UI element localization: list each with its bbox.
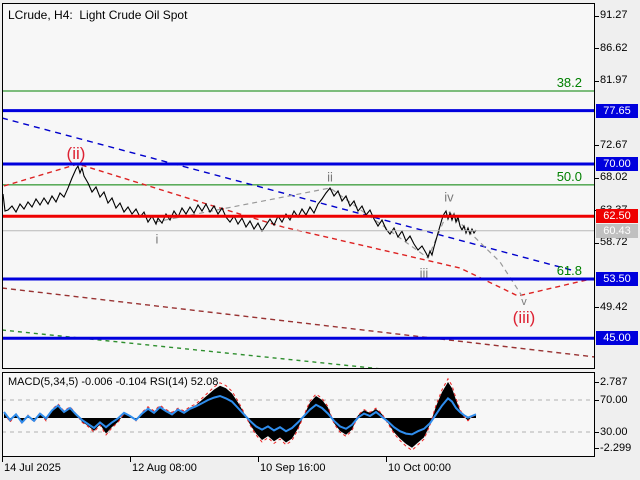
price-chart-panel[interactable] xyxy=(2,3,595,369)
price-level-badge: 70.00 xyxy=(596,157,638,171)
price-axis-tick xyxy=(595,80,599,82)
channel-lower-green xyxy=(3,329,380,368)
elliott-wave-label: iii xyxy=(420,266,429,281)
price-axis-tick xyxy=(595,242,599,244)
indicator-axis-tick xyxy=(595,448,599,449)
price-level-badge: 60.43 xyxy=(596,223,638,238)
date-axis-label: 14 Jul 2025 xyxy=(4,462,61,474)
date-axis-tick xyxy=(130,457,131,462)
price-axis-label: 86.62 xyxy=(600,41,628,54)
price-level-badge: 53.50 xyxy=(596,272,638,286)
elliott-wave-label: (ii) xyxy=(67,144,86,163)
price-level-badge: 45.00 xyxy=(596,331,638,346)
elliott-wave-label: v xyxy=(521,296,527,308)
descending-trendline-blue xyxy=(3,117,576,272)
macd-signal-line xyxy=(3,377,477,452)
indicator-axis-label: -2.299 xyxy=(600,441,632,454)
chart-title: LCrude, H4: Light Crude Oil Spot xyxy=(8,8,188,22)
price-axis-label: 81.97 xyxy=(600,74,628,87)
elliott-wave-label: i xyxy=(156,232,159,247)
price-axis-label: 72.67 xyxy=(600,138,628,151)
wave-projection-red xyxy=(3,163,594,297)
channel-lower-maroon xyxy=(3,287,594,358)
elliott-wave-label: iv xyxy=(444,190,454,205)
price-axis-tick xyxy=(595,145,599,147)
fib-level-label: 38.2 xyxy=(557,75,582,90)
macd-indicator-panel[interactable] xyxy=(2,372,595,457)
indicator-axis-tick xyxy=(595,432,599,433)
indicator-axis-tick xyxy=(595,382,599,383)
date-axis-tick xyxy=(258,457,259,462)
price-axis-label: 91.27 xyxy=(600,9,628,22)
indicator-axis-label: 70.00 xyxy=(600,393,628,406)
macd-readout: MACD(5,34,5) -0.006 -0.104 RSI(14) 52.08 xyxy=(8,376,219,388)
price-axis-label: 58.72 xyxy=(600,236,628,249)
price-level-badge: 77.65 xyxy=(596,103,638,118)
price-level-badge: 62.50 xyxy=(596,209,638,224)
price-axis-tick xyxy=(595,15,599,17)
price-axis-tick xyxy=(595,177,599,179)
date-axis-label: 10 Sep 16:00 xyxy=(260,462,326,474)
price-axis-tick xyxy=(595,307,599,309)
date-axis-tick xyxy=(386,457,387,462)
price-axis-label: 68.02 xyxy=(600,171,628,184)
indicator-axis-label: 30.00 xyxy=(600,425,628,438)
rsi-line xyxy=(3,394,477,436)
price-line xyxy=(3,164,477,259)
indicator-axis-tick xyxy=(595,400,599,401)
fib-level-label: 61.8 xyxy=(557,263,582,278)
macd-histogram-area xyxy=(4,381,476,448)
price-axis-tick xyxy=(595,48,599,50)
price-axis-label: 49.42 xyxy=(600,300,628,313)
date-axis-tick xyxy=(2,457,3,462)
indicator-panel-group xyxy=(3,377,594,452)
date-axis-label: 10 Oct 00:00 xyxy=(388,462,451,474)
date-axis-label: 12 Aug 08:00 xyxy=(132,462,197,474)
fib-level-label: 50.0 xyxy=(557,169,582,184)
elliott-wave-label: ii xyxy=(327,170,333,185)
elliott-wave-label: (iii) xyxy=(513,308,536,327)
indicator-axis-label: 2.787 xyxy=(600,375,628,388)
